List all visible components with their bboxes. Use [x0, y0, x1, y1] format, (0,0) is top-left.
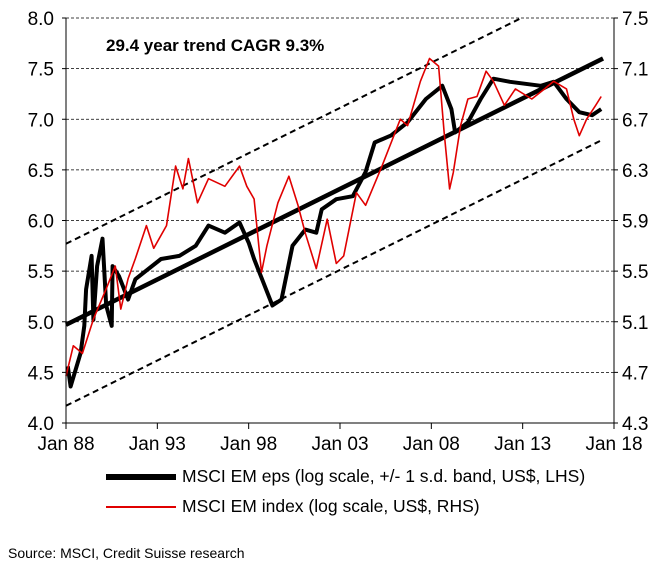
legend-swatch-eps — [106, 473, 176, 480]
x-tick-label: Jan 98 — [220, 434, 277, 455]
y-right-tick-label: 6.3 — [622, 161, 648, 182]
legend-label-eps: MSCI EM eps (log scale, +/- 1 s.d. band,… — [182, 466, 586, 486]
y-left-tick-label: 6.0 — [28, 212, 54, 233]
y-right-tick-label: 5.5 — [622, 262, 648, 283]
y-left-tick-label: 4.0 — [28, 414, 54, 435]
x-tick-label: Jan 03 — [311, 434, 368, 455]
trend-band — [66, 18, 604, 407]
y-right-tick-label: 7.5 — [622, 9, 648, 30]
x-tick-label: Jan 18 — [585, 434, 642, 455]
legend-label-index: MSCI EM index (log scale, US$, RHS) — [182, 496, 480, 516]
legend-swatch-index — [106, 505, 176, 508]
y-right-tick-label: 5.9 — [622, 212, 648, 233]
x-tick-label: Jan 08 — [403, 434, 460, 455]
x-tick-label: Jan 13 — [494, 434, 551, 455]
y-right-tick-label: 5.1 — [622, 313, 648, 334]
y-left-tick-label: 5.0 — [28, 313, 54, 334]
y-right-tick-label: 6.7 — [622, 110, 648, 131]
source-note: Source: MSCI, Credit Suisse research — [8, 545, 245, 561]
legend-item-index: MSCI EM index (log scale, US$, RHS) — [106, 496, 480, 517]
axes: 4.0 4.5 5.0 5.5 6.0 6.5 7.0 7.5 8.0 4.3 4.7 5.1 5.5 5… — [28, 9, 649, 455]
index-series-line — [65, 57, 602, 377]
y-right-tick-label: 4.7 — [622, 363, 648, 384]
y-right-tick-label: 7.1 — [622, 60, 648, 81]
y-left-tick-label: 5.5 — [28, 262, 54, 283]
series-lines — [65, 56, 605, 389]
y-left-tick-label: 7.5 — [28, 60, 54, 81]
eps-series-line — [65, 76, 603, 389]
trend-line — [65, 56, 605, 327]
y-left-tick-label: 8.0 — [28, 9, 54, 30]
gridlines — [66, 17, 614, 373]
x-tick-label: Jan 93 — [129, 434, 186, 455]
y-left-tick-label: 7.0 — [28, 110, 54, 131]
trend-annotation: 29.4 year trend CAGR 9.3% — [106, 36, 324, 55]
legend-item-eps: MSCI EM eps (log scale, +/- 1 s.d. band,… — [106, 466, 585, 487]
y-left-tick-label: 4.5 — [28, 363, 54, 384]
y-left-tick-label: 6.5 — [28, 161, 54, 182]
x-tick-label: Jan 88 — [37, 434, 94, 455]
y-right-tick-label: 4.3 — [622, 414, 648, 435]
